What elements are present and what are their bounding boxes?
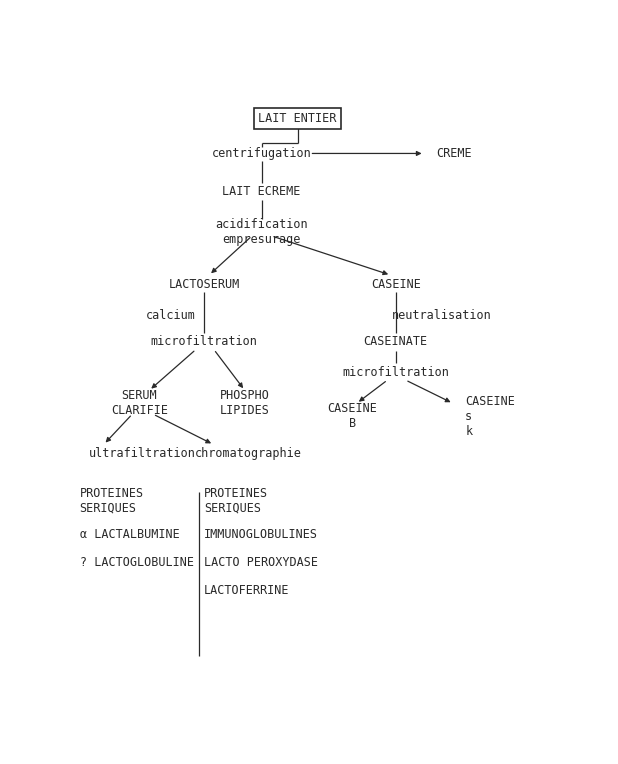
Text: LACTO PEROXYDASE: LACTO PEROXYDASE bbox=[204, 555, 318, 569]
Text: ultrafiltration: ultrafiltration bbox=[89, 447, 196, 460]
Text: CREME: CREME bbox=[436, 147, 472, 160]
Text: chromatographie: chromatographie bbox=[195, 447, 302, 460]
Text: microfiltration: microfiltration bbox=[151, 335, 258, 348]
Text: PHOSPHO
LIPIDES: PHOSPHO LIPIDES bbox=[220, 390, 270, 417]
Text: CASEINE: CASEINE bbox=[371, 278, 421, 291]
Text: ? LACTOGLOBULINE: ? LACTOGLOBULINE bbox=[80, 555, 193, 569]
Text: PROTEINES
SERIQUES: PROTEINES SERIQUES bbox=[204, 487, 268, 514]
Text: PROTEINES
SERIQUES: PROTEINES SERIQUES bbox=[80, 487, 144, 514]
Text: LAIT ECREME: LAIT ECREME bbox=[222, 185, 301, 198]
Text: neutralisation: neutralisation bbox=[391, 309, 491, 322]
Text: SERUM
CLARIFIE: SERUM CLARIFIE bbox=[111, 390, 168, 417]
Text: CASEINE
s
k: CASEINE s k bbox=[465, 395, 515, 438]
Text: calcium: calcium bbox=[146, 309, 195, 322]
Text: microfiltration: microfiltration bbox=[342, 366, 449, 379]
Text: CASEINE
B: CASEINE B bbox=[328, 403, 378, 430]
Text: IMMUNOGLOBULINES: IMMUNOGLOBULINES bbox=[204, 528, 318, 541]
Text: acidification
empresurage: acidification empresurage bbox=[215, 218, 308, 246]
Text: CASEINATE: CASEINATE bbox=[363, 335, 428, 348]
Text: centrifugation: centrifugation bbox=[212, 147, 311, 160]
Text: LAIT ENTIER: LAIT ENTIER bbox=[258, 112, 337, 125]
Text: LACTOSERUM: LACTOSERUM bbox=[169, 278, 240, 291]
Text: LACTOFERRINE: LACTOFERRINE bbox=[204, 584, 290, 597]
Text: α LACTALBUMINE: α LACTALBUMINE bbox=[80, 528, 179, 541]
